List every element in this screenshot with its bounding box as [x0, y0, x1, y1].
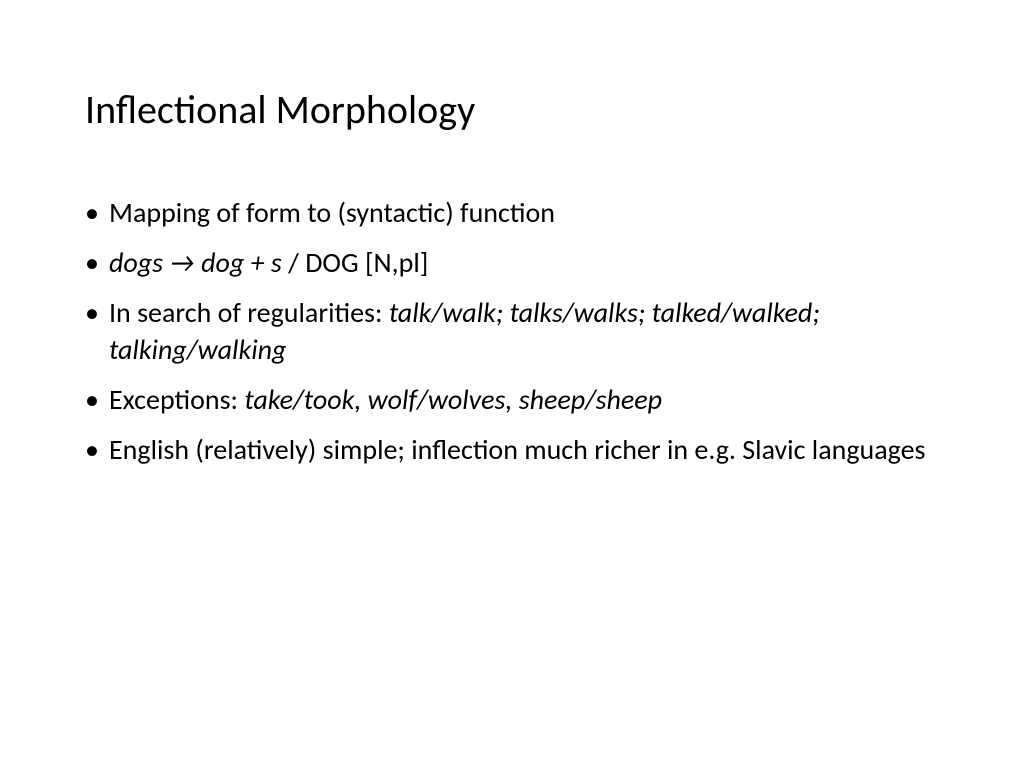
- slide-title: Inflectional Morphology: [85, 85, 939, 134]
- bullet-text-italic: dogs → dog + s: [109, 245, 282, 280]
- bullet-text: Mapping of form to (syntactic) function: [109, 195, 555, 230]
- bullet-item: English (relatively) simple; inflection …: [85, 431, 939, 469]
- bullet-text: In search of regularities:: [109, 295, 389, 330]
- bullet-item: dogs → dog + s / DOG [N,pl]: [85, 244, 939, 282]
- bullet-text-italic: take/took, wolf/wolves, sheep/sheep: [244, 382, 662, 417]
- bullet-item: Exceptions: take/took, wolf/wolves, shee…: [85, 381, 939, 419]
- bullet-text: English (relatively) simple; inflection …: [109, 432, 925, 467]
- bullet-text: / DOG [N,pl]: [282, 245, 429, 280]
- bullet-list: Mapping of form to (syntactic) function …: [85, 194, 939, 469]
- bullet-item: Mapping of form to (syntactic) function: [85, 194, 939, 232]
- slide-container: Inflectional Morphology Mapping of form …: [0, 0, 1024, 768]
- bullet-item: In search of regularities: talk/walk; ta…: [85, 294, 939, 370]
- bullet-text: Exceptions:: [109, 382, 244, 417]
